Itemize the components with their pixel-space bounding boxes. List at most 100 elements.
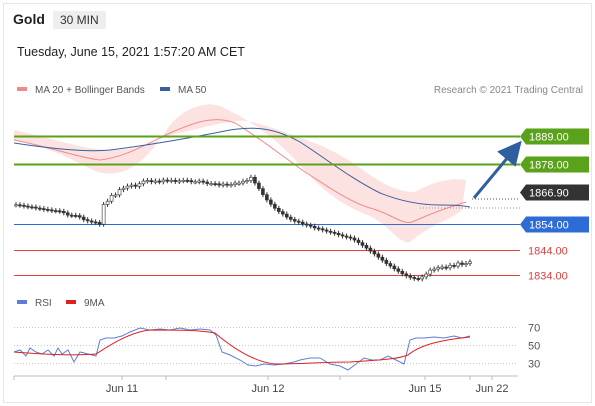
candle: [285, 211, 289, 220]
ma20-line: [13, 119, 467, 223]
candle: [165, 177, 170, 184]
ma20-legend-swatch: [17, 87, 27, 91]
interval-badge[interactable]: 30 MIN: [53, 11, 106, 29]
candle: [281, 209, 285, 217]
candle: [261, 186, 265, 198]
candle: [468, 259, 472, 267]
candle: [380, 254, 385, 263]
candle: [213, 181, 217, 187]
candle: [145, 178, 150, 184]
candle: [456, 260, 460, 269]
candle: [348, 234, 353, 241]
candle: [320, 226, 325, 233]
candle: [428, 267, 432, 277]
candle: [436, 265, 440, 272]
candle: [189, 178, 194, 185]
candle: [376, 251, 381, 260]
candle: [117, 187, 122, 198]
bollinger-band: [14, 104, 466, 243]
price-label-1889.00: 1889.00: [529, 132, 569, 144]
candle: [416, 275, 421, 282]
candle: [69, 212, 74, 218]
price-tag-1878.00: [520, 156, 589, 173]
candle: [356, 237, 361, 246]
candle: [384, 257, 389, 267]
candle: [424, 271, 428, 280]
candle: [125, 183, 130, 191]
candle: [452, 262, 456, 269]
candle: [292, 216, 297, 224]
candle: [324, 227, 329, 234]
candle: [316, 225, 321, 232]
price-tag-1854.00: [520, 216, 589, 233]
candle: [440, 264, 444, 271]
candle: [249, 174, 253, 184]
candle: [233, 180, 237, 188]
candle: [400, 268, 405, 277]
candle: [121, 185, 126, 193]
candle: [432, 266, 436, 273]
candle: [444, 264, 448, 271]
candle: [113, 192, 118, 198]
candle: [392, 263, 397, 272]
credit-text: Research © 2021 Trading Central: [434, 85, 583, 96]
rsi-legend-label: RSI: [35, 298, 52, 309]
price-label-1854.00: 1854.00: [529, 220, 569, 232]
candle: [181, 177, 186, 184]
rsi-tick-70: 70: [528, 323, 540, 335]
candle: [54, 208, 58, 214]
candle: [85, 217, 90, 224]
x-tick-label: Jun 22: [475, 383, 508, 395]
price-tag-1866.90: [520, 184, 589, 201]
candle: [448, 262, 452, 271]
candle: [177, 178, 182, 185]
candle: [312, 223, 317, 231]
candle: [205, 179, 209, 187]
candle: [38, 205, 42, 212]
candle: [153, 178, 158, 185]
candle: [81, 214, 86, 223]
candle: [460, 260, 464, 268]
x-tick-label: Jun 11: [106, 383, 138, 395]
candle: [141, 178, 146, 187]
candle: [30, 204, 34, 210]
candle: [46, 206, 50, 213]
candle: [157, 178, 162, 185]
rsi-ma-line: [13, 329, 471, 365]
candle: [304, 221, 309, 228]
forecast-arrow: [472, 140, 522, 199]
candle: [404, 271, 409, 279]
candle: [269, 197, 273, 207]
rsi-line: [13, 327, 471, 371]
candle: [58, 208, 62, 214]
ma50-legend-swatch: [160, 87, 170, 91]
candle: [245, 178, 249, 184]
candle: [93, 219, 98, 225]
candle: [273, 201, 277, 211]
price-tag-1889.00: [520, 128, 589, 145]
candle: [193, 179, 198, 185]
candle: [73, 212, 78, 219]
candle: [18, 202, 22, 208]
ma20-legend-label: MA 20 + Bollinger Bands: [35, 85, 145, 96]
candle: [209, 181, 213, 187]
candle: [265, 192, 269, 203]
candle: [288, 214, 293, 222]
candle: [217, 181, 221, 188]
candle: [296, 218, 301, 225]
candle: [340, 232, 345, 239]
candle: [388, 261, 393, 269]
candle: [237, 180, 241, 186]
candle: [26, 203, 30, 210]
candle: [241, 178, 245, 186]
candle: [372, 248, 377, 257]
candle: [65, 210, 70, 218]
candle: [109, 192, 114, 204]
candle: [308, 222, 313, 229]
candle: [253, 174, 257, 186]
rsi-ma-legend-swatch: [66, 300, 76, 304]
candle: [300, 219, 305, 227]
candle: [50, 207, 54, 214]
candle: [101, 201, 106, 227]
